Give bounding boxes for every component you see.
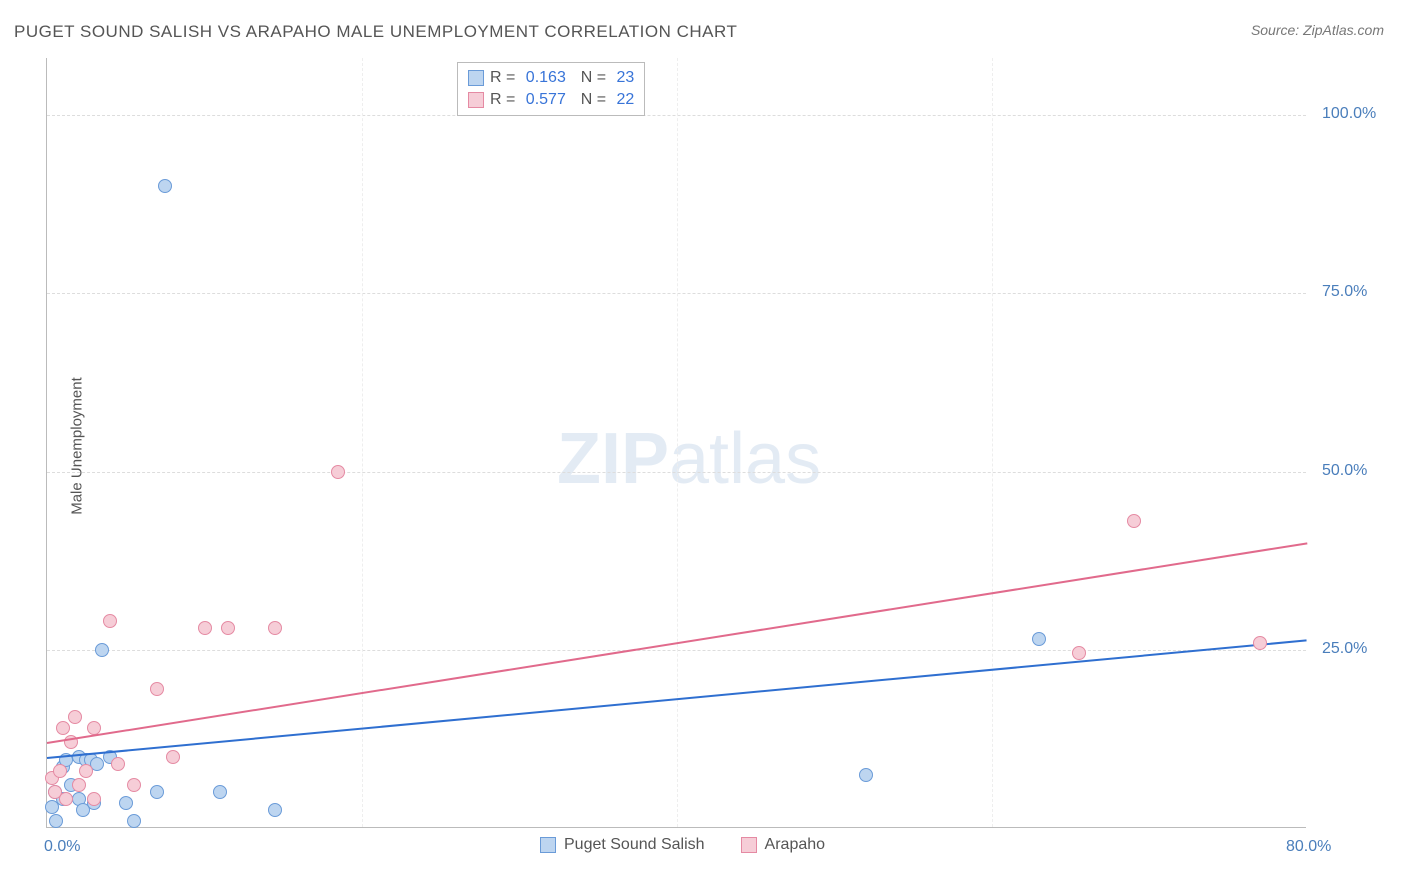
stat-r-value: 0.577	[526, 91, 566, 109]
stat-r-label: R =	[490, 91, 520, 109]
data-point	[166, 750, 180, 764]
data-point	[127, 778, 141, 792]
data-point	[95, 643, 109, 657]
data-point	[87, 792, 101, 806]
y-tick-label: 75.0%	[1322, 283, 1367, 301]
data-point	[68, 710, 82, 724]
data-point	[1032, 632, 1046, 646]
x-tick-label: 80.0%	[1286, 838, 1331, 856]
data-point	[221, 621, 235, 635]
data-point	[59, 792, 73, 806]
chart-title: PUGET SOUND SALISH VS ARAPAHO MALE UNEMP…	[14, 22, 737, 42]
watermark: ZIPatlas	[557, 418, 821, 500]
data-point	[1127, 514, 1141, 528]
data-point	[150, 785, 164, 799]
stats-legend: R = 0.163 N = 23R = 0.577 N = 22	[457, 62, 645, 116]
legend-series-label: Puget Sound Salish	[564, 836, 705, 854]
source-attribution: Source: ZipAtlas.com	[1251, 22, 1384, 38]
y-tick-label: 25.0%	[1322, 640, 1367, 658]
data-point	[103, 614, 117, 628]
series-legend: Puget Sound Salish Arapaho	[540, 836, 853, 854]
data-point	[49, 814, 63, 828]
stat-r-value: 0.163	[526, 69, 566, 87]
data-point	[158, 179, 172, 193]
data-point	[268, 621, 282, 635]
stat-r-label: R =	[490, 69, 520, 87]
data-point	[213, 785, 227, 799]
stat-n-label: N =	[572, 69, 611, 87]
y-tick-label: 50.0%	[1322, 462, 1367, 480]
data-point	[56, 721, 70, 735]
legend-stat-row: R = 0.163 N = 23	[468, 67, 634, 89]
stat-n-label: N =	[572, 91, 611, 109]
data-point	[150, 682, 164, 696]
data-point	[119, 796, 133, 810]
gridline	[362, 58, 363, 827]
data-point	[268, 803, 282, 817]
data-point	[127, 814, 141, 828]
data-point	[111, 757, 125, 771]
legend-swatch	[468, 92, 484, 108]
legend-series-label: Arapaho	[765, 836, 826, 854]
gridline	[992, 58, 993, 827]
data-point	[859, 768, 873, 782]
stat-n-value: 23	[617, 69, 635, 87]
data-point	[79, 764, 93, 778]
y-tick-label: 100.0%	[1322, 105, 1376, 123]
data-point	[331, 465, 345, 479]
gridline	[677, 58, 678, 827]
data-point	[1072, 646, 1086, 660]
legend-swatch	[540, 837, 556, 853]
stat-n-value: 22	[617, 91, 635, 109]
data-point	[198, 621, 212, 635]
x-tick-label: 0.0%	[44, 838, 80, 856]
scatter-chart: ZIPatlas	[46, 58, 1306, 828]
data-point	[53, 764, 67, 778]
data-point	[72, 778, 86, 792]
legend-swatch	[468, 70, 484, 86]
legend-swatch	[741, 837, 757, 853]
legend-stat-row: R = 0.577 N = 22	[468, 89, 634, 111]
data-point	[1253, 636, 1267, 650]
